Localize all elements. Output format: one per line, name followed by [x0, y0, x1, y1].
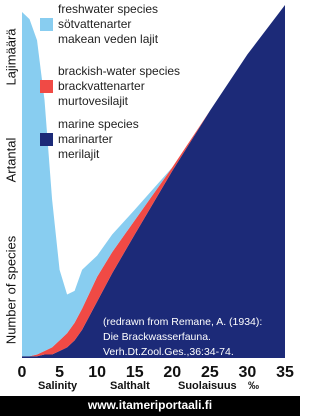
legend-label: freshwater species	[58, 2, 158, 16]
y-axis-label: Number of species	[3, 235, 18, 344]
x-tick-label: 10	[88, 364, 106, 381]
annotation: (redrawn from Remane, A. (1934):	[103, 316, 262, 328]
legend-label: brackvattenarter	[58, 79, 145, 93]
legend-swatch	[40, 80, 53, 93]
area	[22, 5, 285, 357]
x-tick-label: 5	[55, 364, 64, 381]
x-tick-label: 20	[163, 364, 181, 381]
x-tick-label: 15	[126, 364, 144, 381]
footer-bar	[0, 396, 300, 416]
legend-label: brackish-water species	[58, 64, 180, 78]
plot-area	[22, 5, 285, 358]
annotation: Verh.Dt.Zool.Ges.,36:34-74.	[103, 346, 234, 358]
x-axis-label: Salthalt	[110, 380, 150, 392]
area	[22, 5, 285, 358]
chart: Number of species Artantal Lajimäärä (re…	[0, 2, 300, 416]
y-axis-label: Lajimäärä	[3, 28, 18, 86]
legend-label: marine species	[58, 117, 139, 131]
legend-label: murtovesilajit	[58, 94, 129, 108]
legend-label: sötvattenarter	[58, 17, 131, 31]
x-tick-label: 25	[201, 364, 219, 381]
legend-swatch	[40, 133, 53, 146]
legend-label: marinarter	[58, 132, 113, 146]
x-axis-label: Salinity	[38, 380, 78, 392]
annotation: Die Brackwasserfauna.	[103, 331, 211, 343]
legend-swatch	[40, 18, 53, 31]
footer: www.itameriportaali.fi	[87, 398, 212, 412]
x-tick-label: 30	[239, 364, 257, 381]
x-axis-label: Suolaisuus	[178, 380, 237, 392]
legend-label: merilajit	[58, 147, 100, 161]
x-tick-label: 35	[276, 364, 294, 381]
x-tick-label: 0	[18, 364, 27, 381]
y-axis-label: Artantal	[3, 137, 18, 182]
x-axis-label: ‰	[248, 380, 259, 392]
legend-label: makean veden lajit	[58, 32, 159, 46]
